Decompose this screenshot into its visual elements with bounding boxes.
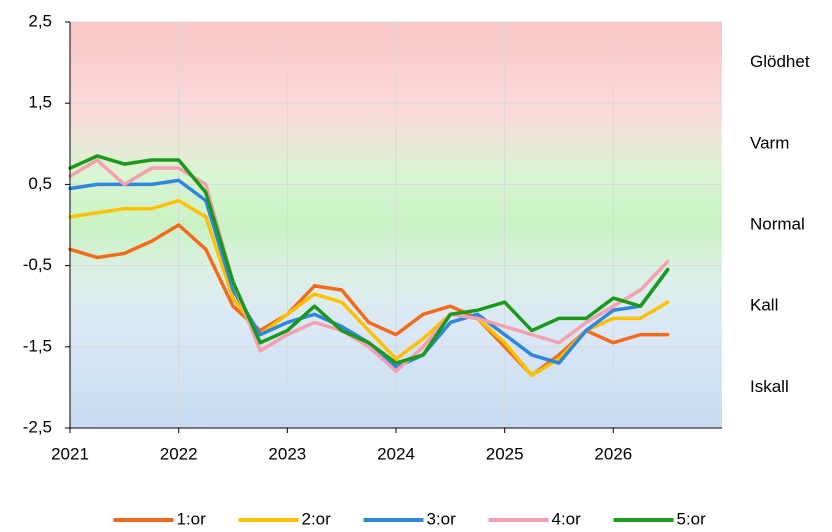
series-line <box>68 223 670 377</box>
x-tick-label: 2021 <box>51 444 89 463</box>
legend-label: 3:or <box>427 509 457 528</box>
legend: 1:or 2:or 3:or 4:or 5:or <box>113 509 707 528</box>
legend-label: 2:or <box>302 509 332 528</box>
series-line <box>68 154 670 365</box>
y-tick-label: -2,5 <box>23 417 52 436</box>
zone-label: Iskall <box>750 377 789 396</box>
legend-label: 5:or <box>677 509 707 528</box>
x-tick-label: 2023 <box>268 444 306 463</box>
lines <box>68 154 670 377</box>
zone-label: Glödhet <box>750 52 810 71</box>
x-tick-label: 2025 <box>486 444 524 463</box>
y-tick-label: 1,5 <box>28 93 52 112</box>
zone-label: Kall <box>750 296 778 315</box>
zone-label: Normal <box>750 214 805 233</box>
y-tick-label: -1,5 <box>23 336 52 355</box>
legend-label: 4:or <box>552 509 582 528</box>
zone-label: Varm <box>750 133 789 152</box>
y-tick-label: -0,5 <box>23 255 52 274</box>
x-tick-label: 2026 <box>594 444 632 463</box>
legend-label: 1:or <box>177 509 207 528</box>
labels: 2,5 1,5 0,5 -0,5 -1,5 -2,5 2021 2022 2023 2024 202… <box>23 11 810 463</box>
y-tick-label: 2,5 <box>28 11 52 30</box>
series-line <box>68 158 670 373</box>
x-tick-label: 2022 <box>160 444 198 463</box>
x-tick-label: 2024 <box>377 444 415 463</box>
y-tick-label: 0,5 <box>28 174 52 193</box>
